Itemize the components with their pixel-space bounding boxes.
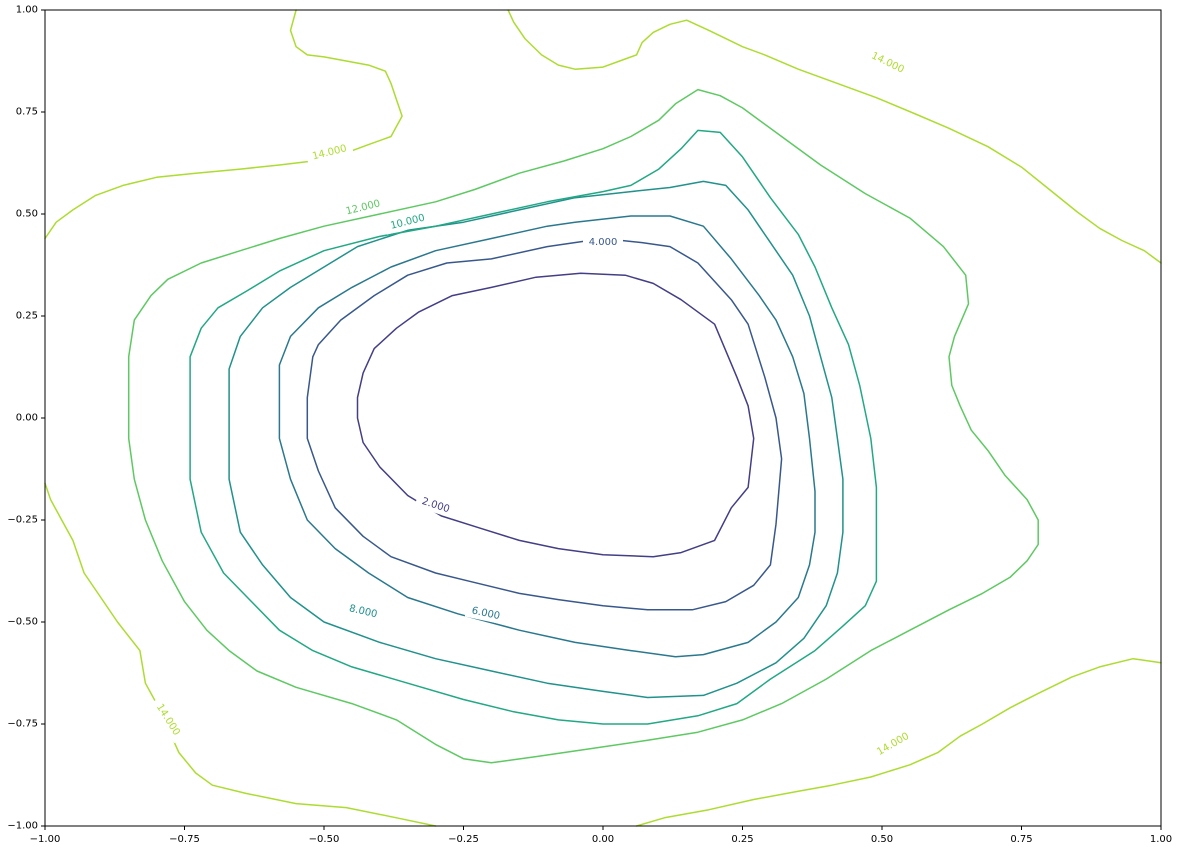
y-tick-label: 0.75 bbox=[16, 107, 38, 118]
contour-label-gap bbox=[383, 209, 432, 235]
contour-label-5: 12.000 bbox=[338, 195, 388, 221]
x-tick-label: 0.50 bbox=[871, 834, 893, 845]
x-tick-label: 0.00 bbox=[592, 834, 614, 845]
contour-label-1: 4.000 bbox=[583, 235, 623, 250]
y-tick-label: 0.50 bbox=[16, 209, 38, 220]
x-tick-label: −0.25 bbox=[448, 834, 479, 845]
y-tick-label: 1.00 bbox=[16, 5, 38, 16]
contour-labels: 2.0004.0006.0008.00010.00012.00014.00014… bbox=[149, 46, 917, 763]
contour-line-level-14-1 bbox=[507, 9, 1162, 264]
contour-label-2: 6.000 bbox=[464, 602, 507, 625]
x-tick-label: 0.25 bbox=[731, 834, 753, 845]
contour-line-level-10-0 bbox=[189, 129, 878, 725]
contour-label-gap bbox=[583, 235, 623, 250]
contour-line-level-6-0 bbox=[278, 215, 816, 658]
contour-label-gap bbox=[464, 602, 507, 625]
contour-label-gap bbox=[342, 600, 385, 624]
contour-label-gap bbox=[863, 46, 912, 80]
contour-label-gap bbox=[338, 195, 388, 221]
x-axis: −1.00 −0.75 −0.50 −0.25 0.00 0.25 0.50 0.75 1.00 bbox=[30, 826, 1172, 845]
contour-label-gap bbox=[149, 696, 187, 744]
contour-line-level-12-0 bbox=[127, 88, 1039, 764]
contour-lines bbox=[44, 9, 1162, 827]
y-axis: −1.00 −0.75 −0.50 −0.25 0.00 0.25 0.50 0.75 1.00 bbox=[7, 5, 45, 832]
contour-label-4: 10.000 bbox=[383, 209, 432, 235]
x-tick-label: −0.75 bbox=[169, 834, 200, 845]
contour-line-level-14-3 bbox=[635, 657, 1162, 827]
contour-label-gap bbox=[305, 140, 354, 166]
contour-line-level-14-0 bbox=[44, 9, 403, 240]
y-tick-label: 0.00 bbox=[16, 413, 38, 424]
y-tick-label: −0.75 bbox=[7, 719, 38, 730]
y-tick-label: −1.00 bbox=[7, 821, 38, 832]
contour-label-0: 2.000 bbox=[414, 492, 457, 519]
contour-line-level-4-0 bbox=[306, 237, 783, 611]
x-tick-label: −1.00 bbox=[30, 834, 61, 845]
contour-label-text: 4.000 bbox=[589, 237, 618, 248]
contour-label-gap bbox=[414, 492, 457, 519]
y-tick-label: −0.25 bbox=[7, 515, 38, 526]
contour-line-level-2-0 bbox=[356, 272, 755, 558]
contour-label-3: 8.000 bbox=[342, 600, 385, 624]
x-tick-label: −0.50 bbox=[309, 834, 340, 845]
y-tick-label: 0.25 bbox=[16, 311, 38, 322]
y-tick-label: −0.50 bbox=[7, 617, 38, 628]
x-tick-label: 0.75 bbox=[1010, 834, 1032, 845]
contour-label-6: 14.000 bbox=[305, 140, 354, 166]
x-tick-label: 1.00 bbox=[1150, 834, 1172, 845]
contour-label-gap bbox=[869, 726, 917, 763]
